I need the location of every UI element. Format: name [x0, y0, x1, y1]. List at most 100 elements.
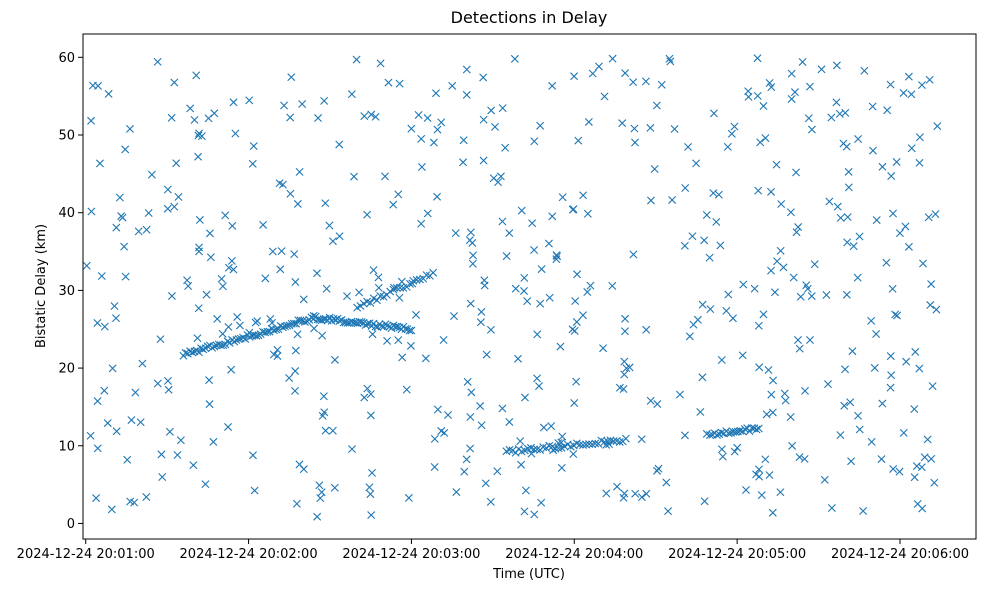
data-point — [176, 436, 185, 445]
data-point — [882, 258, 891, 267]
data-point — [867, 316, 876, 325]
data-point — [433, 125, 442, 134]
data-point — [315, 481, 324, 490]
data-point — [275, 179, 284, 188]
data-point — [798, 57, 807, 66]
data-point — [841, 365, 850, 374]
data-point — [423, 209, 432, 218]
data-point — [348, 445, 357, 454]
data-point — [919, 259, 928, 268]
data-point — [142, 493, 151, 502]
data-point — [570, 326, 579, 335]
data-point — [87, 116, 96, 125]
data-point — [824, 380, 833, 389]
data-point — [112, 427, 121, 436]
data-point — [430, 434, 439, 443]
data-point — [685, 332, 694, 341]
data-point — [389, 200, 398, 209]
data-point — [213, 314, 222, 323]
data-point — [466, 228, 475, 237]
data-point — [724, 429, 733, 438]
data-point — [310, 324, 319, 333]
data-point — [533, 445, 542, 454]
data-point — [462, 65, 471, 74]
data-point — [108, 364, 117, 373]
data-point — [927, 280, 936, 289]
data-point — [741, 485, 750, 494]
data-point — [163, 185, 172, 194]
data-point — [417, 162, 426, 171]
data-point — [920, 453, 929, 462]
data-point — [770, 288, 779, 297]
data-point — [800, 454, 809, 463]
data-point — [513, 354, 522, 363]
data-point — [234, 334, 243, 343]
data-point — [591, 439, 600, 448]
data-point — [768, 408, 777, 417]
data-point — [241, 335, 250, 344]
data-point — [752, 470, 761, 479]
data-point — [557, 463, 566, 472]
data-point — [469, 251, 478, 260]
data-point — [729, 314, 737, 323]
data-point — [407, 124, 416, 133]
data-point — [840, 401, 849, 410]
data-point — [599, 344, 608, 353]
data-point — [273, 345, 282, 354]
data-point — [665, 54, 674, 63]
data-point — [254, 331, 263, 340]
data-point — [486, 497, 495, 506]
data-point — [115, 193, 124, 202]
data-point — [295, 460, 304, 469]
data-point — [291, 278, 300, 287]
data-point — [733, 443, 742, 452]
data-point — [846, 398, 855, 407]
data-point — [206, 253, 215, 262]
data-point — [847, 457, 856, 466]
data-point — [787, 69, 796, 78]
data-point — [904, 242, 913, 251]
data-point — [259, 220, 268, 229]
data-point — [498, 404, 507, 413]
data-point — [637, 435, 646, 444]
data-point — [296, 316, 305, 325]
data-point — [314, 114, 323, 123]
data-point — [883, 106, 892, 115]
data-point — [233, 313, 242, 322]
data-point — [615, 437, 624, 446]
data-point — [709, 189, 718, 198]
data-point — [795, 344, 804, 353]
data-point — [755, 363, 764, 372]
data-point — [827, 113, 836, 122]
data-point — [836, 213, 845, 222]
data-point — [376, 292, 385, 301]
data-point — [371, 112, 380, 121]
data-point — [548, 212, 557, 221]
data-point — [291, 346, 300, 355]
data-point — [872, 216, 881, 225]
data-point — [321, 199, 330, 208]
data-point — [480, 281, 489, 290]
data-point — [292, 499, 301, 508]
data-point — [476, 402, 485, 411]
data-point — [100, 322, 109, 331]
data-point — [439, 336, 448, 344]
data-point — [915, 364, 924, 373]
data-point — [933, 122, 942, 131]
data-point — [646, 123, 655, 132]
data-point — [789, 273, 798, 282]
data-point — [467, 388, 476, 397]
y-tick-label: 10 — [58, 439, 75, 454]
data-point — [887, 371, 896, 380]
data-point — [250, 486, 259, 495]
data-point — [642, 325, 651, 334]
data-point — [692, 159, 701, 168]
data-point — [901, 222, 910, 231]
data-point — [641, 77, 650, 86]
data-point — [459, 158, 468, 167]
data-point — [278, 323, 287, 332]
data-point — [505, 445, 514, 454]
data-point — [376, 59, 385, 68]
data-point — [621, 69, 630, 78]
data-point — [787, 94, 796, 103]
